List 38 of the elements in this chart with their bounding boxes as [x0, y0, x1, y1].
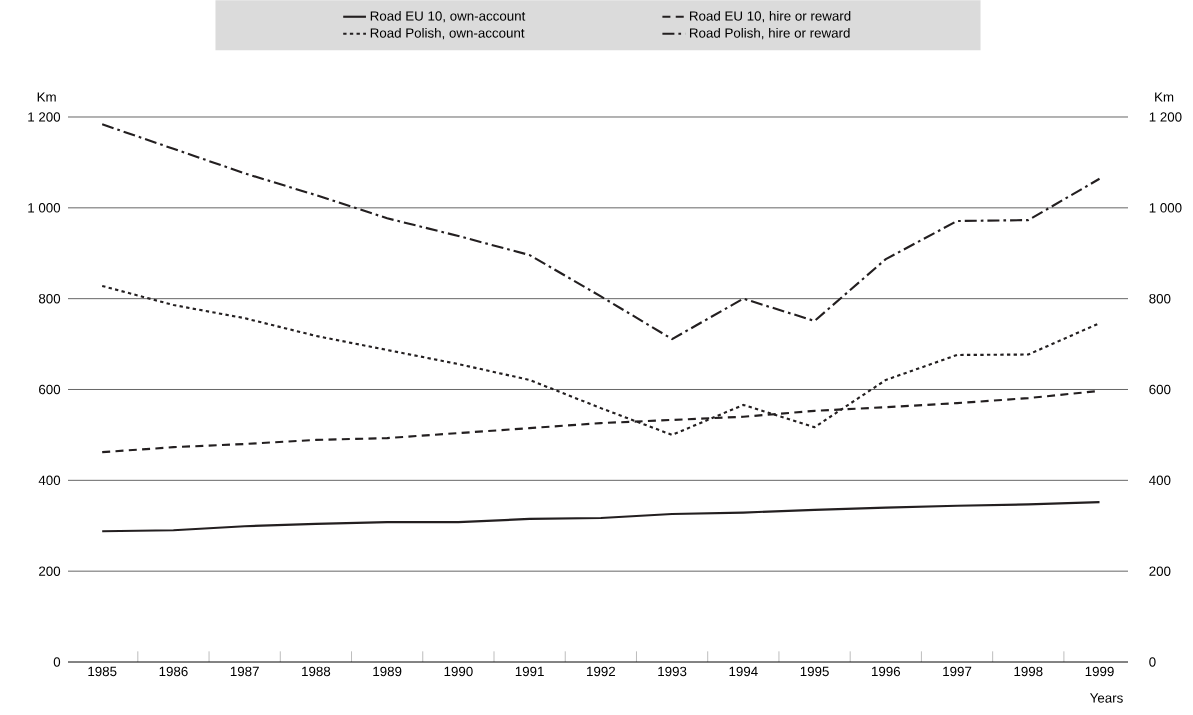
- y-tick-label: 200: [39, 566, 61, 576]
- x-tick-label: 1988: [302, 666, 331, 677]
- y2-axis-title: Km: [1155, 92, 1174, 102]
- x-tick-label: 1994: [729, 666, 758, 677]
- x-tick-label: 1989: [373, 666, 402, 677]
- x-tick-label: 1986: [159, 666, 188, 677]
- y2-tick-label: 800: [1149, 293, 1171, 304]
- x-tick-label: 1996: [871, 666, 901, 677]
- x-tick-label: 1991: [515, 666, 544, 677]
- y-tick-label: 0: [53, 657, 61, 667]
- y2-tick-label: 600: [1149, 384, 1171, 395]
- x-tick-label: 1985: [88, 666, 117, 677]
- legend-label: Road EU 10, own-account: [370, 10, 526, 23]
- x-tick-label: 1997: [943, 666, 972, 677]
- y2-tick-label: 400: [1149, 475, 1171, 486]
- y-tick-label: 1 200: [28, 112, 61, 122]
- x-axis-title: Years: [1089, 693, 1123, 703]
- x-tick-label: 1987: [230, 666, 259, 677]
- y2-tick-label: 0: [1149, 657, 1156, 667]
- y-tick-label: 400: [38, 475, 61, 486]
- x-tick-label: 1999: [1085, 666, 1114, 677]
- y-tick-label: 800: [38, 293, 61, 304]
- y2-tick-label: 1 000: [1149, 203, 1182, 213]
- x-tick-label: 1995: [800, 666, 829, 677]
- legend-label: Road Polish, hire or reward: [689, 27, 850, 40]
- line-series: [101, 501, 1101, 533]
- y-axis-title: Km: [37, 92, 56, 102]
- y2-tick-label: 1 200: [1149, 112, 1182, 122]
- y2-tick-label: 200: [1149, 566, 1171, 576]
- y-tick-label: 1 000: [28, 203, 61, 213]
- x-tick-label: 1992: [587, 666, 616, 677]
- x-tick-label: 1993: [658, 666, 687, 677]
- legend-label: Road EU 10, hire or reward: [689, 10, 851, 23]
- x-tick-label: 1998: [1014, 666, 1043, 677]
- legend-label: Road Polish, own-account: [370, 27, 525, 40]
- y-tick-label: 600: [39, 384, 61, 395]
- x-tick-label: 1990: [444, 666, 473, 677]
- line-series: [101, 123, 1101, 341]
